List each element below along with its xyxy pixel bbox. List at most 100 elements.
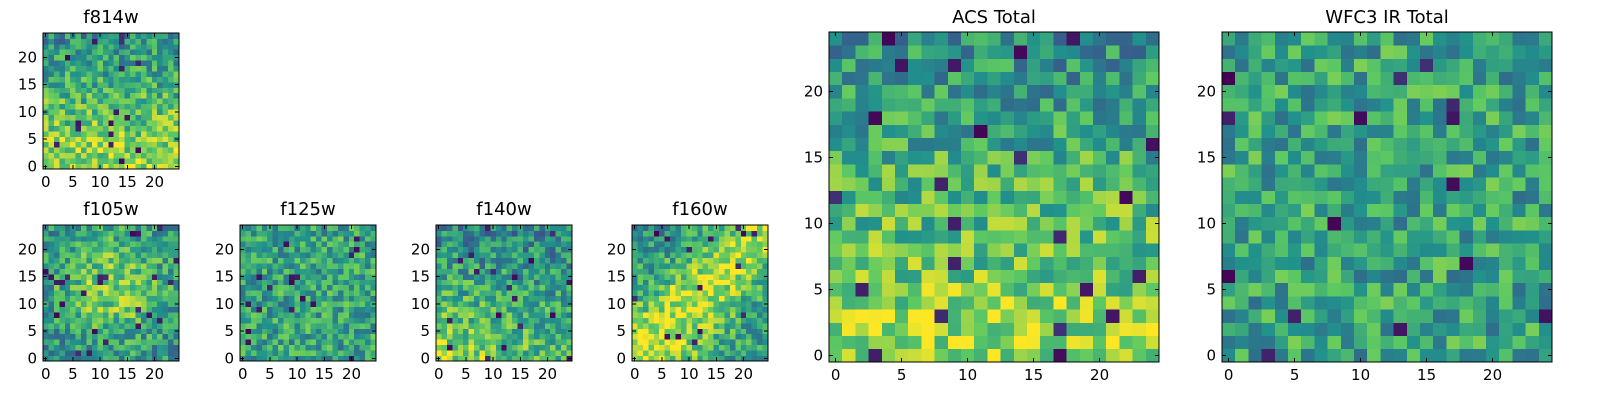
heatmap-cell [1000,309,1015,323]
heatmap-cell [305,317,312,324]
heatmap-cell [659,235,666,242]
heatmap-cell [332,344,339,351]
heatmap-cell [1420,282,1434,297]
heatmap-cell [974,98,988,112]
heatmap-cell [140,328,147,335]
heatmap-cell [1274,203,1289,218]
heatmap-cell [544,252,551,259]
heatmap-cell [1013,137,1028,152]
heatmap-cell [124,328,131,335]
heatmap-cell [272,306,279,313]
heatmap-cell [512,306,518,313]
heatmap-cell [113,328,120,335]
heatmap-cell [140,81,147,88]
heatmap-cell [1525,45,1540,59]
heatmap-cell [124,339,131,346]
heatmap-cell [151,60,158,67]
heatmap-cell [151,284,158,291]
heatmap-cell [523,273,529,280]
heatmap-cell [48,125,55,132]
heatmap-cell [1053,243,1067,257]
heatmap-cell [294,241,301,248]
heatmap-cell [108,43,115,50]
heatmap-cell [1446,71,1460,86]
heatmap-cell [670,322,676,329]
heatmap-cell [337,333,344,340]
heatmap-cell [1446,45,1460,59]
heatmap-cell [974,190,988,204]
heatmap-cell [501,306,508,313]
heatmap-cell [506,312,513,318]
heatmap-cell [1512,177,1526,191]
heatmap-cell [829,282,843,297]
heatmap-cell [484,290,491,297]
heatmap-cell [348,295,355,302]
heatmap-cell [1538,296,1553,310]
heatmap-cell [452,344,459,351]
heatmap-cell [140,158,147,164]
heatmap-cell [327,273,333,280]
heatmap-cell [321,317,328,324]
heatmap-cell [64,339,71,346]
heatmap-cell [162,246,169,253]
heatmap-cell [245,273,252,280]
heatmap-cell [1261,71,1276,86]
heatmap-cell [151,92,158,99]
y-tick-label: 15 [1197,148,1216,166]
heatmap-cell [64,273,71,280]
heatmap-cell [550,225,557,231]
heatmap-cell [272,344,279,351]
heatmap-cell [162,355,169,362]
heatmap-cell [365,246,371,253]
heatmap-cell [441,284,448,291]
heatmap-cell [256,290,263,297]
heatmap-cell [119,38,125,45]
heatmap-cell [108,120,115,126]
heatmap-cell [173,158,180,164]
heatmap-cell [327,241,333,248]
heatmap-cell [566,230,573,237]
heatmap-cell [162,312,169,318]
heatmap-cell [75,273,82,280]
heatmap-cell [1499,177,1513,191]
heatmap-cell [1053,164,1067,178]
heatmap-cell [501,328,508,335]
heatmap-cell [162,235,169,242]
heatmap-cell [151,114,158,121]
heatmap-cell [354,306,361,313]
heatmap-cell [157,230,164,237]
heatmap-cell [135,43,142,50]
heatmap-cell [173,252,180,259]
heatmap-cell [162,344,169,351]
heatmap-cell [53,322,60,329]
heatmap-cell [512,339,518,346]
heatmap-cell [691,257,698,264]
heatmap-cell [119,125,125,132]
heatmap-cell [555,322,562,329]
heatmap-cell [354,333,361,340]
heatmap-cell [457,333,464,340]
heatmap-cell [686,306,693,313]
heatmap-cell [1446,124,1460,138]
heatmap-cell [1235,45,1249,59]
heatmap-cell [81,103,87,110]
heatmap-cell [162,71,169,77]
heatmap-cell [75,163,82,170]
heatmap-cell [113,263,120,269]
heatmap-cell [91,322,98,329]
heatmap-cell [43,295,49,302]
heatmap-cell [1248,98,1262,112]
heatmap-cell [1053,322,1067,336]
heatmap-cell [1525,216,1540,231]
heatmap-cell [659,350,666,356]
heatmap-cell [436,279,442,286]
heatmap-cell [908,45,922,59]
heatmap-cell [1327,230,1342,244]
heatmap-cell [310,230,317,237]
heatmap-cell [452,328,459,335]
heatmap-cell [664,322,671,329]
heatmap-cell [724,306,731,313]
heatmap-cell [675,246,682,253]
heatmap-cell [162,279,169,286]
heatmap-cell [463,344,470,351]
